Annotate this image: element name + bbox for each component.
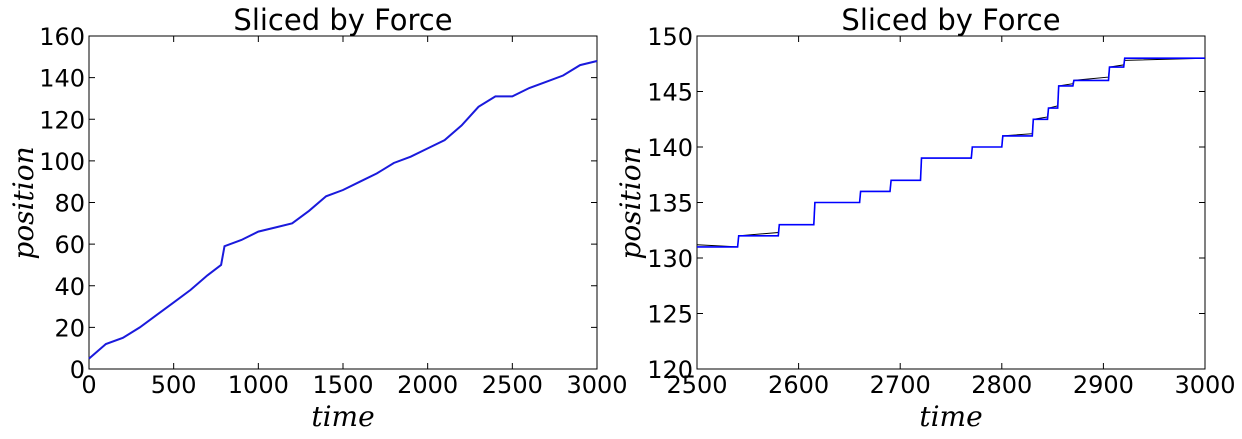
plot-frame — [88, 35, 598, 370]
y-axis-label: position — [7, 146, 40, 259]
y-tick-label: 0 — [70, 356, 85, 384]
y-tick-label: 145 — [647, 79, 693, 107]
plot-frame — [696, 35, 1206, 370]
x-tick-label: 2500 — [666, 371, 727, 399]
y-tick-label: 100 — [39, 148, 85, 176]
y-tick-label: 140 — [39, 65, 85, 93]
y-tick-label: 120 — [647, 356, 693, 384]
x-axis-label: time — [311, 400, 374, 433]
y-tick-label: 150 — [647, 23, 693, 51]
series-line — [697, 57, 1205, 248]
x-tick-label: 3000 — [566, 371, 627, 399]
y-tick-label: 135 — [647, 190, 693, 218]
chart-title: Sliced by Force — [233, 3, 452, 37]
y-tick-label: 80 — [54, 190, 85, 218]
y-tick-label: 60 — [54, 231, 85, 259]
x-axis-label: time — [919, 400, 982, 433]
x-tick-label: 2500 — [482, 371, 543, 399]
x-tick-label: 1500 — [312, 371, 373, 399]
y-tick-label: 20 — [54, 314, 85, 342]
y-tick-label: 140 — [647, 134, 693, 162]
x-tick-label: 2600 — [768, 371, 829, 399]
y-tick-label: 125 — [647, 301, 693, 329]
x-tick-label: 2900 — [1073, 371, 1134, 399]
x-tick-label: 2700 — [870, 371, 931, 399]
x-tick-label: 1000 — [228, 371, 289, 399]
x-tick-label: 3000 — [1174, 371, 1235, 399]
y-tick-label: 120 — [39, 106, 85, 134]
x-ticks: 0 500 1000 1500 2000 2500 3000 — [81, 36, 628, 399]
chart-panel-zoom: Sliced by Force 2500 2600 2700 2800 2900 3000… — [614, 3, 1236, 433]
x-tick-label: 0 — [81, 371, 96, 399]
chart-title: Sliced by Force — [841, 3, 1060, 37]
x-tick-label: 2000 — [397, 371, 458, 399]
y-ticks: 0 20 40 60 80 100 120 140 160 — [39, 23, 597, 384]
series-layer — [88, 60, 598, 360]
y-axis-label: position — [614, 146, 647, 259]
y-tick-label: 130 — [647, 245, 693, 273]
chart-panel-overview: Sliced by Force 0 500 1000 1500 2000 2500 3000… — [7, 3, 628, 433]
series-line — [88, 60, 598, 360]
series-layer — [696, 57, 1206, 248]
y-ticks: 120 125 130 135 140 145 150 — [647, 23, 1205, 384]
x-tick-label: 500 — [151, 371, 197, 399]
x-ticks: 2500 2600 2700 2800 2900 3000 — [666, 36, 1236, 399]
y-tick-label: 40 — [54, 273, 85, 301]
y-tick-label: 160 — [39, 23, 85, 51]
x-tick-label: 2800 — [971, 371, 1032, 399]
